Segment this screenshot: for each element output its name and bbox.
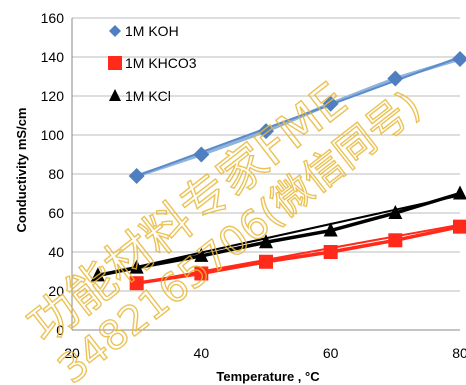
legend-item-1m-khco3: 1M KHCO3 (108, 55, 197, 71)
legend-label-1m-kcl: 1M KCl (125, 88, 171, 104)
legend-label-1m-khco3: 1M KHCO3 (125, 55, 197, 71)
y-tick-label-100: 100 (41, 127, 65, 143)
data-point-1m-koh-5 (452, 51, 466, 67)
y-axis-title: Conductivity mS/cm (14, 108, 29, 233)
y-tick-label-80: 80 (48, 166, 64, 182)
legend-item-1m-kcl: 1M KCl (109, 88, 171, 104)
y-tick-label-120: 120 (41, 88, 65, 104)
y-tick-label-40: 40 (48, 244, 64, 260)
y-tick-label-60: 60 (48, 205, 64, 221)
x-tick-label-40: 40 (194, 345, 210, 361)
legend-label-1m-koh: 1M KOH (125, 23, 179, 39)
data-point-1m-kcl-6 (453, 186, 466, 200)
watermark: 功能材料专家FME 3482165706(微信同号) (18, 72, 429, 385)
data-point-1m-khco3-3 (324, 245, 338, 259)
x-tick-label-80: 80 (452, 345, 466, 361)
legend-item-1m-koh: 1M KOH (109, 23, 179, 39)
legend-marker-1m-kcl (109, 89, 121, 101)
data-point-1m-koh-1 (193, 147, 209, 163)
data-point-1m-khco3-4 (388, 233, 402, 247)
data-point-1m-khco3-2 (259, 255, 273, 269)
data-point-1m-khco3-5 (453, 220, 466, 234)
x-axis-title: Temperature , °C (216, 369, 320, 384)
x-tick-label-60: 60 (323, 345, 339, 361)
legend-marker-1m-khco3 (108, 56, 122, 70)
y-tick-label-140: 140 (41, 49, 65, 65)
legend-marker-1m-koh (109, 25, 121, 37)
legend: 1M KOH 1M KHCO3 1M KCl (108, 23, 197, 104)
data-point-1m-koh-0 (129, 168, 145, 184)
watermark-line-2: 3482165706(微信同号) (50, 82, 430, 385)
y-tick-label-160: 160 (41, 10, 65, 26)
